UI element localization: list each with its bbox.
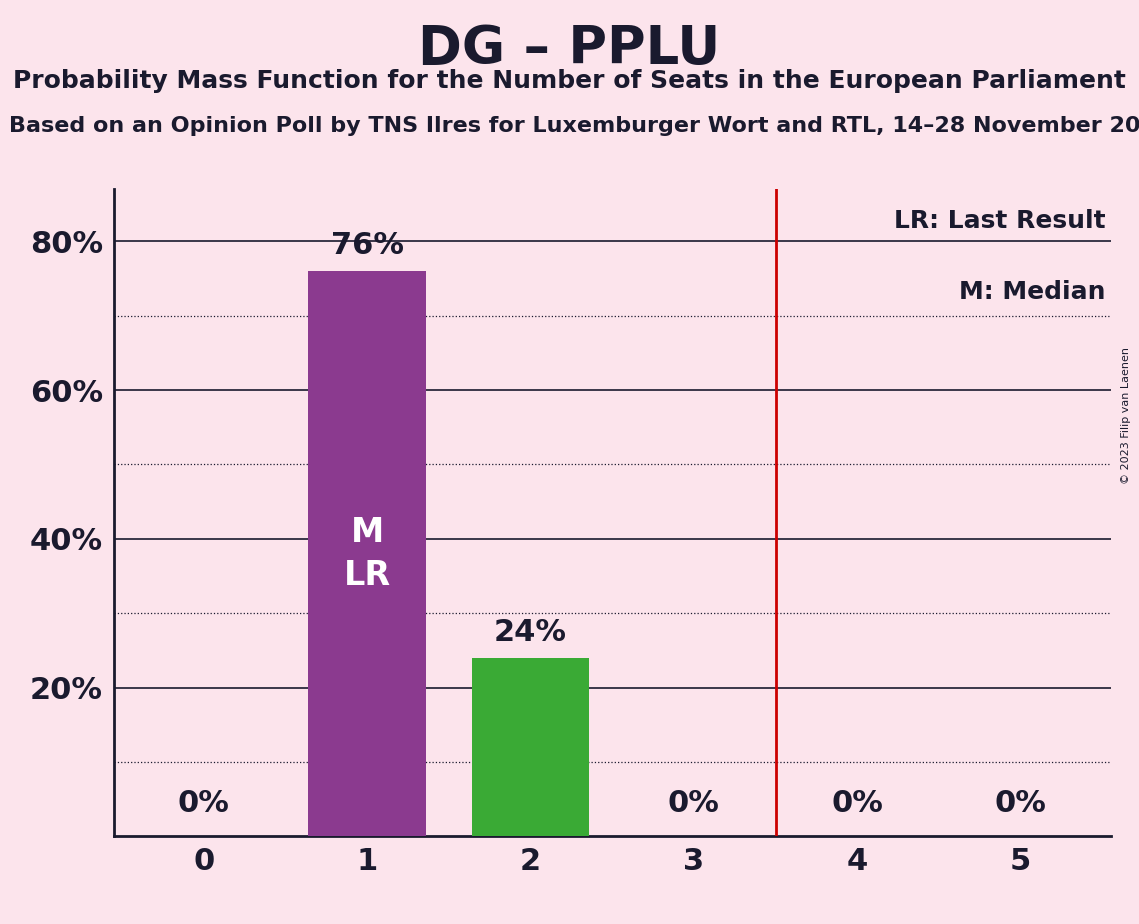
Text: Based on an Opinion Poll by TNS Ilres for Luxemburger Wort and RTL, 14–28 Novemb: Based on an Opinion Poll by TNS Ilres fo… [9,116,1139,136]
Text: DG – PPLU: DG – PPLU [418,23,721,75]
Text: 0%: 0% [994,788,1047,818]
Text: LR: Last Result: LR: Last Result [894,209,1106,233]
Text: 0%: 0% [831,788,883,818]
Text: 0%: 0% [667,788,720,818]
Text: 76%: 76% [330,231,403,260]
Text: M: Median: M: Median [959,280,1106,304]
Text: 24%: 24% [494,617,567,647]
Bar [472,658,589,836]
Text: 0%: 0% [178,788,230,818]
Bar [309,272,426,836]
Text: © 2023 Filip van Laenen: © 2023 Filip van Laenen [1121,347,1131,484]
Text: Probability Mass Function for the Number of Seats in the European Parliament: Probability Mass Function for the Number… [13,69,1126,93]
Text: M
LR: M LR [344,516,391,592]
